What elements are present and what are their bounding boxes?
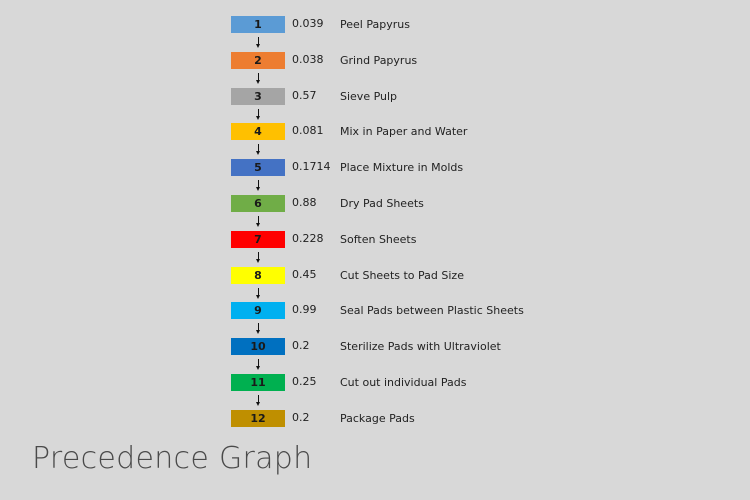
step-time: 0.45 xyxy=(292,268,317,281)
page-title: Precedence Graph xyxy=(32,441,313,476)
step-task-label: Cut out individual Pads xyxy=(340,376,467,389)
step-1: 1 0.039 Peel Papyrus xyxy=(0,16,750,34)
down-arrow-icon xyxy=(256,144,260,157)
step-9: 9 0.99 Seal Pads between Plastic Sheets xyxy=(0,302,750,320)
step-time: 0.57 xyxy=(292,89,317,102)
down-arrow-icon xyxy=(256,109,260,122)
step-number-box: 2 xyxy=(231,52,285,69)
step-time: 0.2 xyxy=(292,411,310,424)
down-arrow-icon xyxy=(256,395,260,408)
step-number-box: 9 xyxy=(231,302,285,319)
down-arrow-icon xyxy=(256,323,260,336)
step-time: 0.25 xyxy=(292,375,317,388)
step-number-box: 6 xyxy=(231,195,285,212)
step-number-box: 7 xyxy=(231,231,285,248)
step-time: 0.2 xyxy=(292,339,310,352)
down-arrow-icon xyxy=(256,37,260,50)
step-8: 8 0.45 Cut Sheets to Pad Size xyxy=(0,267,750,285)
step-number-box: 3 xyxy=(231,88,285,105)
step-task-label: Sterilize Pads with Ultraviolet xyxy=(340,340,501,353)
step-10: 10 0.2 Sterilize Pads with Ultraviolet xyxy=(0,338,750,356)
step-task-label: Dry Pad Sheets xyxy=(340,197,424,210)
step-number-box: 10 xyxy=(231,338,285,355)
precedence-graph: 1 0.039 Peel Papyrus 2 0.038 Grind Papyrus 3 0.… xyxy=(0,16,750,428)
step-number-box: 1 xyxy=(231,16,285,33)
step-time: 0.99 xyxy=(292,303,317,316)
step-6: 6 0.88 Dry Pad Sheets xyxy=(0,195,750,213)
step-time: 0.1714 xyxy=(292,160,331,173)
step-11: 11 0.25 Cut out individual Pads xyxy=(0,374,750,392)
down-arrow-icon xyxy=(256,288,260,301)
step-number-box: 12 xyxy=(231,410,285,427)
step-4: 4 0.081 Mix in Paper and Water xyxy=(0,123,750,141)
down-arrow-icon xyxy=(256,73,260,86)
step-time: 0.039 xyxy=(292,17,324,30)
step-time: 0.038 xyxy=(292,53,324,66)
step-task-label: Seal Pads between Plastic Sheets xyxy=(340,304,524,317)
step-5: 5 0.1714 Place Mixture in Molds xyxy=(0,159,750,177)
down-arrow-icon xyxy=(256,252,260,265)
step-3: 3 0.57 Sieve Pulp xyxy=(0,88,750,106)
step-time: 0.228 xyxy=(292,232,324,245)
step-task-label: Peel Papyrus xyxy=(340,18,410,31)
down-arrow-icon xyxy=(256,216,260,229)
step-time: 0.88 xyxy=(292,196,317,209)
step-task-label: Soften Sheets xyxy=(340,233,417,246)
step-number-box: 11 xyxy=(231,374,285,391)
step-task-label: Sieve Pulp xyxy=(340,90,398,103)
step-task-label: Cut Sheets to Pad Size xyxy=(340,269,464,282)
step-2: 2 0.038 Grind Papyrus xyxy=(0,52,750,70)
step-task-label: Package Pads xyxy=(340,412,415,425)
down-arrow-icon xyxy=(256,180,260,193)
down-arrow-icon xyxy=(256,359,260,372)
step-task-label: Place Mixture in Molds xyxy=(340,161,464,174)
step-number-box: 4 xyxy=(231,123,285,140)
step-number-box: 8 xyxy=(231,267,285,284)
step-number-box: 5 xyxy=(231,159,285,176)
step-12: 12 0.2 Package Pads xyxy=(0,410,750,428)
step-time: 0.081 xyxy=(292,124,324,137)
step-task-label: Mix in Paper and Water xyxy=(340,125,468,138)
step-7: 7 0.228 Soften Sheets xyxy=(0,231,750,249)
step-task-label: Grind Papyrus xyxy=(340,54,418,67)
